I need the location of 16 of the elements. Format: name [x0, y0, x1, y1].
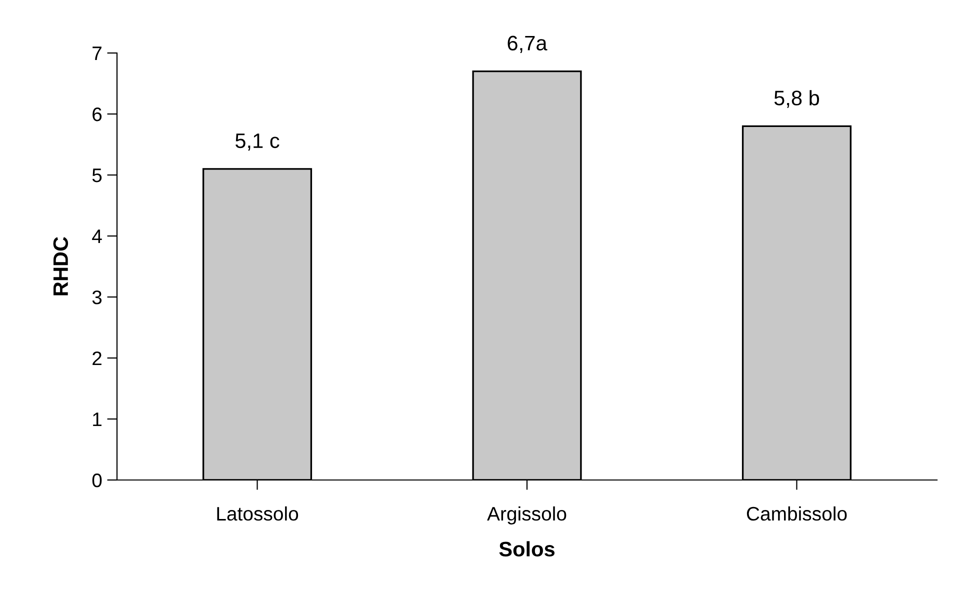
- y-tick-label: 3: [92, 290, 102, 304]
- x-tick-label: Cambissolo: [746, 506, 847, 521]
- data-label: 5,1 c: [236, 134, 280, 151]
- y-tick-label: 6: [92, 107, 102, 122]
- y-tick-label: 4: [92, 230, 102, 244]
- x-axis-title: Solos: [499, 541, 555, 556]
- y-tick-label: 2: [92, 351, 102, 366]
- y-tick-label: 5: [92, 168, 102, 182]
- y-tick-label: 7: [92, 46, 102, 60]
- x-tick-label: Latossolo: [217, 506, 298, 521]
- data-label: 6,7a: [508, 36, 548, 53]
- y-tick-label: 1: [93, 412, 102, 426]
- data-label: 5,8 b: [774, 90, 820, 108]
- y-axis-title: RHDC: [53, 236, 68, 296]
- x-tick-label: Argissolo: [487, 506, 566, 525]
- y-tick-label: 0: [92, 473, 102, 488]
